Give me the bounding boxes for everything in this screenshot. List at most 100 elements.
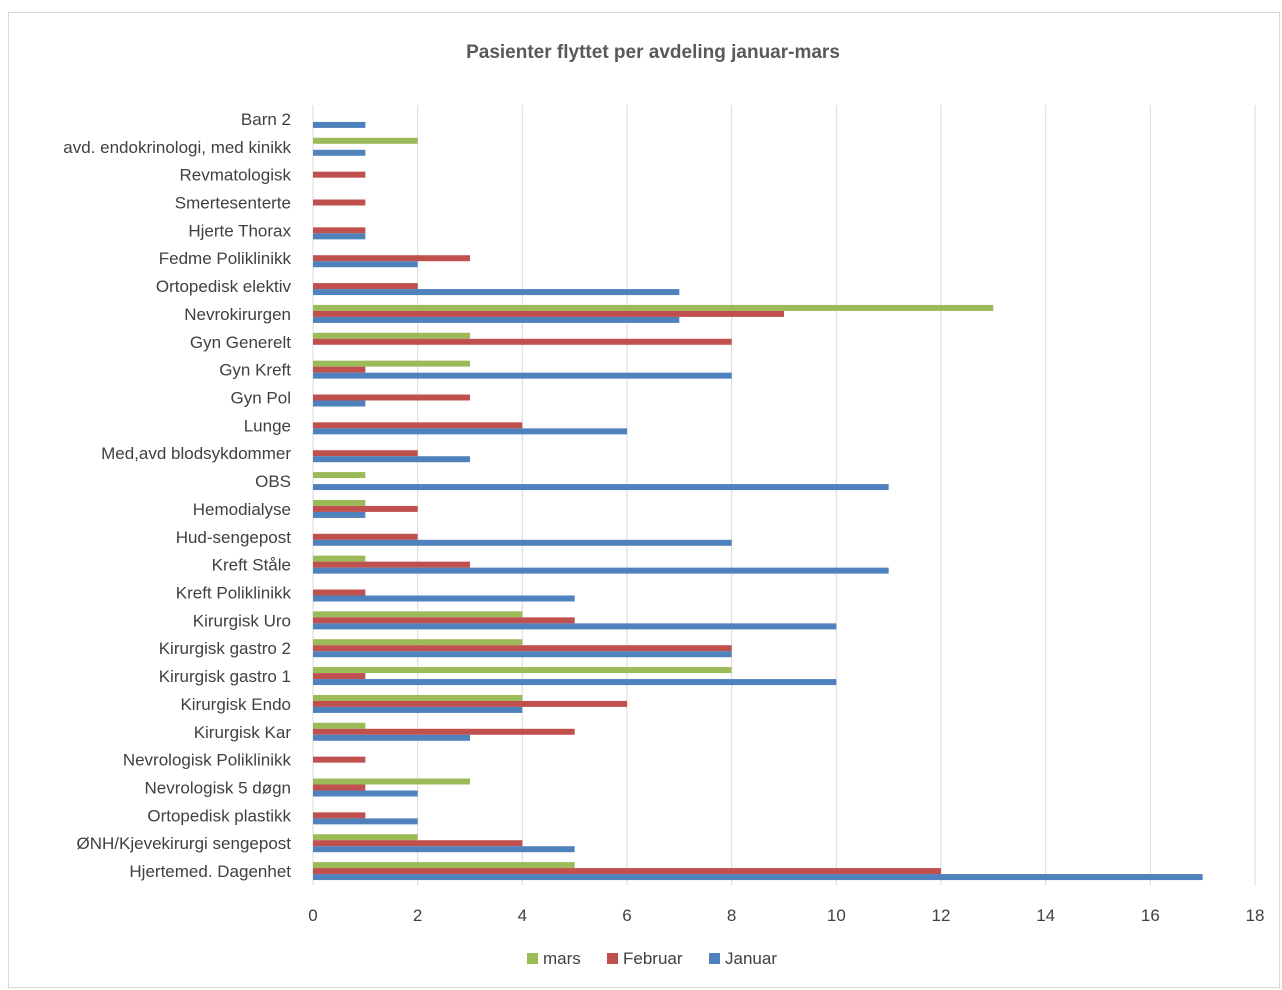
- category-label: avd. endokrinologi, med kinikk: [63, 138, 291, 157]
- category-label: Kirurgisk gastro 2: [159, 639, 291, 658]
- bar-januar: [313, 874, 1203, 881]
- bar-februar: [313, 812, 366, 819]
- legend-label-mars: mars: [543, 949, 581, 968]
- x-tick-label: 14: [1036, 906, 1055, 925]
- bar-januar: [313, 261, 418, 268]
- category-label: Hjertemed. Dagenhet: [129, 862, 291, 881]
- category-label: Hud-sengepost: [176, 528, 292, 547]
- category-label: Kreft Poliklinikk: [176, 584, 292, 603]
- legend-swatch-februar: [607, 953, 618, 964]
- bar-februar: [313, 505, 418, 512]
- bar-mars: [313, 639, 523, 646]
- legend: mars Februar Januar: [527, 949, 777, 968]
- bar-januar: [313, 289, 680, 296]
- bar-januar: [313, 316, 680, 323]
- category-label: Kirurgisk Endo: [180, 695, 291, 714]
- category-label: Ortopedisk plastikk: [147, 806, 291, 825]
- x-tick-labels: 0 2 4 6 8 10 12 14 16 18: [308, 906, 1264, 925]
- bar-mars: [313, 137, 418, 144]
- bar-mars: [313, 360, 470, 367]
- bar-februar: [313, 422, 523, 429]
- gridlines: [312, 105, 1256, 885]
- bar-februar: [313, 310, 784, 317]
- bar-mars: [313, 332, 470, 339]
- bar-mars: [313, 722, 366, 729]
- bar-februar: [313, 700, 627, 707]
- bar-februar: [313, 673, 366, 680]
- bar-februar: [313, 171, 366, 178]
- legend-swatch-mars: [527, 953, 538, 964]
- category-label: Gyn Kreft: [219, 361, 291, 380]
- chart-frame: Pasienter flyttet per avdeling januar-ma…: [8, 12, 1280, 988]
- x-tick-label: 16: [1141, 906, 1160, 925]
- bar-februar: [313, 394, 470, 401]
- category-label: Gyn Pol: [231, 389, 291, 408]
- category-label: Hjerte Thorax: [188, 221, 291, 240]
- category-label: Smertesenterte: [175, 194, 291, 213]
- bar-januar: [313, 456, 470, 463]
- category-label: Med,avd blodsykdommer: [101, 444, 291, 463]
- bar-januar: [313, 623, 837, 630]
- bar-januar: [313, 790, 418, 797]
- x-tick-label: 6: [622, 906, 631, 925]
- bar-januar: [313, 372, 732, 379]
- category-label: Nevrologisk 5 døgn: [145, 779, 291, 798]
- bar-februar: [313, 199, 366, 206]
- x-tick-label: 8: [727, 906, 736, 925]
- category-label: Ortopedisk elektiv: [156, 277, 292, 296]
- bar-februar: [313, 338, 732, 345]
- category-label: Barn 2: [241, 110, 291, 129]
- bar-februar: [313, 366, 366, 373]
- category-label: Nevrokirurgen: [184, 305, 291, 324]
- bar-januar: [313, 484, 889, 491]
- bar-februar: [313, 728, 575, 735]
- bar-januar: [313, 734, 470, 741]
- category-label: OBS: [255, 472, 291, 491]
- bar-januar: [313, 651, 732, 658]
- category-label: Gyn Generelt: [190, 333, 291, 352]
- category-label: Kreft Ståle: [212, 556, 291, 575]
- legend-label-februar: Februar: [623, 949, 683, 968]
- x-tick-label: 2: [413, 906, 422, 925]
- x-tick-label: 12: [932, 906, 951, 925]
- legend-swatch-januar: [709, 953, 720, 964]
- category-label: Lunge: [244, 416, 291, 435]
- bar-januar: [313, 567, 889, 574]
- chart-title: Pasienter flyttet per avdeling januar-ma…: [466, 42, 840, 63]
- bar-mars: [313, 499, 366, 506]
- category-label: Kirurgisk Uro: [193, 611, 291, 630]
- category-label: Kirurgisk gastro 1: [159, 667, 291, 686]
- category-label: Nevrologisk Poliklinikk: [123, 751, 292, 770]
- bar-januar: [313, 121, 366, 128]
- bar-februar: [313, 589, 366, 596]
- bar-februar: [313, 227, 366, 234]
- bar-februar: [313, 645, 732, 652]
- bar-mars: [313, 611, 523, 618]
- category-label: Fedme Poliklinikk: [159, 249, 292, 268]
- bar-februar: [313, 255, 470, 262]
- category-labels: Barn 2 avd. endokrinologi, med kinikk Revm…: [63, 110, 291, 881]
- bar-januar: [313, 595, 575, 602]
- category-label: Kirurgisk Kar: [194, 723, 292, 742]
- bars: [313, 121, 1203, 881]
- x-tick-label: 0: [308, 906, 317, 925]
- bar-januar: [313, 539, 732, 546]
- bar-mars: [313, 862, 575, 869]
- category-label: Hemodialyse: [193, 500, 291, 519]
- bar-februar: [313, 840, 523, 847]
- bar-februar: [313, 617, 575, 624]
- category-label: Revmatologisk: [180, 166, 292, 185]
- bar-januar: [313, 428, 627, 435]
- bar-mars: [313, 694, 523, 701]
- bar-februar: [313, 561, 470, 568]
- x-tick-label: 18: [1246, 906, 1265, 925]
- bar-februar: [313, 784, 366, 791]
- x-tick-label: 10: [827, 906, 846, 925]
- bar-februar: [313, 450, 418, 457]
- bar-januar: [313, 400, 366, 407]
- bar-februar: [313, 868, 941, 875]
- bar-mars: [313, 778, 470, 785]
- legend-label-januar: Januar: [725, 949, 777, 968]
- bar-mars: [313, 834, 418, 841]
- bar-januar: [313, 818, 418, 825]
